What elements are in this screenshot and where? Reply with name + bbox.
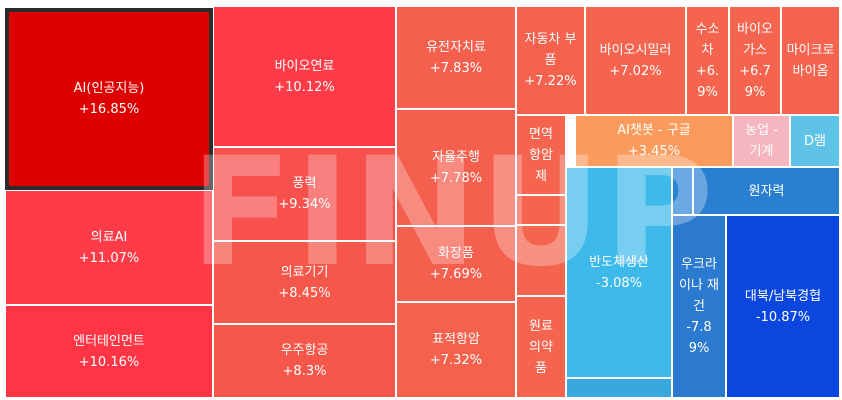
tile-change: +3.45% [627, 144, 681, 159]
tile-name: 면역항암제 [529, 126, 553, 184]
tile-name: 바이오가스 [737, 21, 773, 58]
treemap-tile-entertainment[interactable]: 엔터테인먼트 +10.16% [5, 305, 213, 398]
tile-change: +9.34% [278, 197, 331, 212]
tile-name: 농업 - 기계 [745, 123, 778, 159]
tile-name: 의료기기 [280, 264, 329, 280]
tile-change: +10.12% [274, 79, 335, 95]
tile-change: -3.08% [596, 275, 642, 291]
tile-change: +6.9% [695, 63, 720, 100]
treemap-tile-ai[interactable]: AI(인공지능) +16.85% [5, 8, 213, 190]
treemap-tile-unlabeled-b[interactable] [516, 225, 566, 296]
tile-change: +7.02% [609, 63, 662, 79]
tile-change: +7.69% [429, 267, 483, 282]
treemap-tile-gene-therapy[interactable]: 유전자치료 +7.83% [396, 6, 516, 109]
tile-name: 표적항암 [432, 332, 480, 347]
tile-name: 원자력 [748, 183, 785, 199]
treemap-tile-pharma-ingredients[interactable]: 원료의약품 [516, 296, 566, 398]
tile-change: +8.3% [282, 364, 327, 379]
tile-name: 화장품 [438, 246, 474, 261]
treemap-tile-semiconductor-production[interactable]: 반도체생산 -3.08% [566, 167, 672, 378]
tile-name: 자율주행 [432, 149, 480, 165]
tile-change: -10.87% [755, 309, 811, 325]
tile-change: +10.16% [78, 354, 140, 370]
tile-name: 풍력 [292, 176, 317, 191]
tile-name: 수소차 [695, 21, 720, 58]
treemap-tile-dram[interactable]: D램 [790, 115, 840, 167]
treemap-tile-cosmetics[interactable]: 화장품 +7.69% [396, 226, 516, 302]
tile-change: +6.79% [739, 63, 771, 100]
treemap-tile-immuno-oncology[interactable]: 면역항암제 [516, 115, 566, 195]
tile-name: 자동차 부품 [524, 32, 577, 68]
treemap-tile-inter-korean-cooperation[interactable]: 대북/남북경협 -10.87% [726, 215, 840, 398]
treemap-tile-unlabeled-d[interactable] [672, 167, 693, 215]
tile-name: 대북/남북경협 [744, 288, 822, 304]
treemap-tile-agri-machinery[interactable]: 농업 - 기계 [733, 115, 790, 167]
treemap-tile-ai-chatbot-google[interactable]: AI챗봇 - 구글 +3.45% [575, 115, 733, 167]
treemap-tile-wind-power[interactable]: 풍력 +9.34% [213, 147, 396, 241]
tile-name: AI(인공지능) [73, 81, 145, 96]
tile-name: 의료AI [90, 229, 128, 245]
tile-name: 엔터테인먼트 [73, 333, 145, 349]
treemap-tile-medical-ai[interactable]: 의료AI +11.07% [5, 190, 213, 305]
treemap-tile-auto-parts[interactable]: 자동차 부품 +7.22% [516, 6, 585, 115]
treemap-tile-biofuel[interactable]: 바이오연료 +10.12% [213, 6, 396, 147]
tile-name: AI챗봇 - 구글 [617, 123, 691, 138]
treemap-tile-biogas[interactable]: 바이오가스 +6.79% [729, 6, 781, 115]
treemap-tile-ukraine-reconstruction[interactable]: 우크라이나 재건 -7.89% [672, 215, 726, 398]
treemap-tile-nuclear-power[interactable]: 원자력 [693, 167, 840, 215]
treemap-tile-medical-devices[interactable]: 의료기기 +8.45% [213, 241, 396, 324]
tile-name: 마이크로바이옴 [786, 42, 835, 79]
tile-change: +7.32% [429, 353, 483, 368]
tile-name: 반도체생산 [589, 254, 649, 270]
tile-name: 유전자치료 [426, 39, 486, 55]
tile-name: 우주항공 [280, 343, 329, 358]
tile-name: D램 [804, 133, 826, 149]
tile-change: -7.89% [686, 320, 712, 356]
tile-name: 원료의약품 [529, 318, 553, 376]
tile-name: 바이오연료 [274, 58, 335, 74]
tile-change: +7.22% [524, 74, 577, 89]
treemap-tile-aerospace[interactable]: 우주항공 +8.3% [213, 324, 396, 398]
tile-change: +8.45% [278, 285, 331, 301]
tile-change: +7.78% [429, 170, 483, 186]
treemap-tile-targeted-cancer[interactable]: 표적항암 +7.32% [396, 302, 516, 398]
tile-name: 우크라이나 재건 [678, 257, 719, 314]
tile-name: 바이오시밀러 [599, 42, 672, 58]
treemap-tile-unlabeled-a[interactable] [516, 195, 566, 225]
treemap-tile-microbiome[interactable]: 마이크로바이옴 [781, 6, 840, 115]
tile-change: +7.83% [429, 60, 483, 76]
treemap-tile-biosimilar[interactable]: 바이오시밀러 +7.02% [585, 6, 686, 115]
tile-change: +16.85% [78, 102, 140, 117]
treemap-tile-unlabeled-c[interactable] [566, 378, 672, 398]
treemap-tile-hydrogen-car[interactable]: 수소차 +6.9% [686, 6, 729, 115]
tile-change: +11.07% [78, 250, 140, 266]
treemap-tile-autonomous-driving[interactable]: 자율주행 +7.78% [396, 109, 516, 226]
